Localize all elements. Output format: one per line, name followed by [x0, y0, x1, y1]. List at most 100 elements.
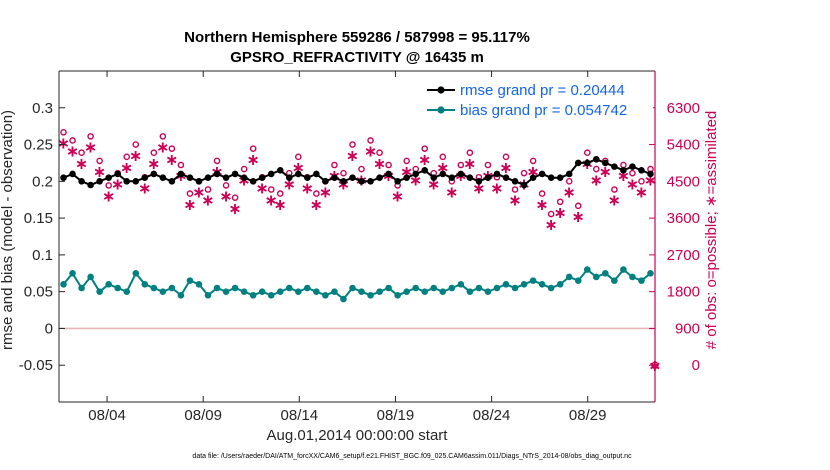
bias-marker — [638, 277, 645, 284]
possible-obs-marker — [629, 169, 636, 177]
rmse-marker — [448, 174, 456, 181]
rmse-marker — [231, 170, 239, 178]
possible-obs-marker — [439, 153, 447, 161]
bias-marker — [538, 281, 546, 288]
legend-bias-label: bias grand pr = 0.054742 — [460, 102, 627, 119]
assimilated-obs-marker: ∗ — [292, 158, 305, 177]
possible-obs-marker — [132, 141, 140, 148]
rmse-marker — [159, 174, 167, 181]
assimilated-obs-marker: ∗ — [346, 146, 359, 165]
assimilated-obs-marker: ∗ — [436, 158, 449, 177]
possible-obs-marker — [177, 161, 185, 169]
bias-marker — [177, 292, 185, 299]
bias-marker — [620, 266, 627, 273]
bias-marker — [204, 292, 212, 299]
rmse-marker — [466, 174, 474, 181]
assimilated-obs-marker: ∗ — [120, 158, 133, 177]
assimilated-obs-marker: ∗ — [66, 142, 79, 161]
rmse-marker — [132, 178, 140, 185]
assimilated-obs-marker: ∗ — [635, 183, 648, 202]
possible-obs-marker — [78, 149, 85, 157]
possible-obs-marker — [349, 141, 356, 148]
rmse-marker — [430, 174, 438, 181]
bias-marker — [511, 284, 519, 292]
y-tick-label-left: 0.2 — [32, 173, 53, 190]
possible-obs-marker — [340, 169, 347, 177]
plot-background — [59, 71, 655, 402]
bias-marker — [258, 288, 266, 295]
rmse-marker — [593, 155, 600, 163]
chart-title-line1: Northern Hemisphere 559286 / 587998 = 95… — [184, 29, 530, 46]
assimilated-obs-marker: ∗ — [75, 154, 88, 173]
possible-obs-marker — [556, 198, 564, 206]
bias-marker — [349, 284, 356, 292]
assimilated-obs-marker: ∗ — [617, 166, 630, 185]
possible-obs-marker — [403, 157, 410, 165]
assimilated-obs-marker: ∗ — [644, 170, 657, 189]
rmse-marker — [538, 170, 546, 178]
possible-obs-marker — [60, 128, 67, 136]
rmse-marker — [385, 170, 392, 178]
rmse-marker — [547, 174, 555, 181]
possible-obs-marker — [168, 145, 176, 152]
bias-marker — [331, 288, 338, 295]
rmse-marker — [195, 178, 203, 185]
x-tick-label: 08/04 — [88, 407, 126, 424]
bias-marker — [394, 292, 401, 299]
assimilated-obs-marker: ∗ — [201, 191, 214, 210]
bias-marker — [313, 288, 320, 295]
rmse-marker — [511, 178, 519, 185]
rmse-marker — [295, 170, 302, 178]
bias-marker — [493, 284, 501, 292]
rmse-marker — [529, 174, 537, 181]
bias-series — [60, 266, 654, 303]
rmse-marker — [412, 170, 419, 178]
rmse-marker — [403, 174, 410, 181]
x-axis-label: Aug.01,2014 00:00:00 start — [267, 427, 449, 444]
rmse-marker — [213, 170, 221, 178]
rmse-marker — [647, 170, 654, 178]
assimilated-obs-marker: ∗ — [246, 150, 259, 169]
bias-marker — [195, 281, 203, 288]
bias-marker — [502, 281, 510, 288]
bias-marker — [565, 273, 573, 281]
y-tick-label-left: 0.05 — [24, 284, 53, 301]
rmse-marker — [602, 159, 609, 167]
x-tick-label: 08/14 — [281, 407, 319, 424]
assimilated-obs-marker: ∗ — [84, 138, 97, 157]
rmse-marker — [87, 181, 94, 189]
y-tick-label-right: 5400 — [667, 137, 700, 154]
possible-obs-marker — [123, 153, 131, 161]
footer-data-file: data file: /Users/raeder/DAI/ATM_forcXX/… — [192, 453, 632, 460]
possible-obs-marker — [376, 149, 383, 157]
possible-obs-marker — [484, 161, 492, 169]
bias-marker — [448, 284, 456, 292]
rmse-marker — [376, 174, 383, 181]
assimilated-obs-marker: ∗ — [228, 199, 241, 218]
assimilated-obs-marker: ∗ — [219, 187, 232, 206]
assimilated-obs-marker: ∗ — [508, 191, 521, 210]
rmse-marker — [484, 174, 492, 181]
assimilated-obs-marker: ∗ — [553, 203, 566, 222]
rmse-marker — [285, 174, 293, 181]
bias-marker — [105, 281, 112, 288]
rmse-marker — [367, 178, 374, 185]
rmse-marker — [493, 170, 501, 178]
bias-marker — [611, 277, 618, 284]
bias-marker — [602, 269, 609, 277]
bias-marker — [123, 288, 131, 295]
y-tick-label-left: -0.05 — [19, 357, 53, 374]
bias-marker — [547, 284, 555, 292]
possible-obs-marker — [385, 161, 392, 169]
bias-marker — [267, 292, 275, 299]
y-tick-label-right: 1800 — [667, 284, 700, 301]
y-tick-label-right: 3600 — [667, 210, 700, 227]
assimilated-obs-marker: ∗ — [156, 138, 169, 157]
y-tick-label-right: 4500 — [667, 173, 700, 190]
rmse-marker — [177, 170, 185, 178]
rmse-marker — [304, 174, 311, 181]
axes — [58, 70, 656, 403]
possible-obs-marker — [421, 145, 429, 152]
rmse-marker — [96, 178, 103, 185]
rmse-marker — [611, 163, 618, 170]
